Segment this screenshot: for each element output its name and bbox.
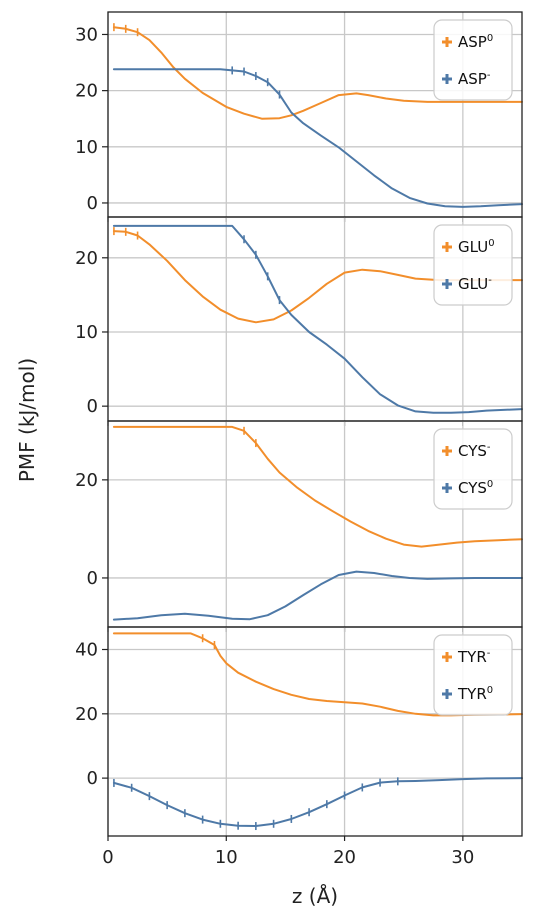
y-tick-label: 0 — [87, 193, 98, 214]
y-tick-label: 0 — [87, 768, 98, 789]
y-tick-label: 20 — [75, 470, 98, 491]
y-tick-label: 10 — [75, 137, 98, 158]
y-tick-label: 0 — [87, 568, 98, 589]
y-tick-label: 20 — [75, 248, 98, 269]
panel-4: 0 20 40 0 10 20 30 TYR-TYR0 — [75, 627, 522, 868]
legend-box — [434, 429, 512, 509]
y-tick-label: 30 — [75, 24, 98, 45]
series-line-tyr-b — [114, 778, 522, 826]
legend-box — [434, 20, 512, 100]
legend: CYS-CYS0 — [434, 429, 512, 509]
y-tick-label: 20 — [75, 704, 98, 725]
legend: TYR-TYR0 — [434, 635, 512, 715]
series-line-cys-b — [114, 572, 522, 620]
x-tick-label: 0 — [102, 847, 113, 868]
y-axis-label: PMF (kJ/mol) — [15, 358, 39, 482]
legend-box — [434, 635, 512, 715]
x-tick-label: 30 — [451, 847, 474, 868]
x-tick-label: 20 — [333, 847, 356, 868]
legend-entry: TYR- — [457, 648, 491, 666]
y-tick-label: 0 — [87, 396, 98, 417]
y-tick-label: 40 — [75, 640, 98, 661]
legend-entry: CYS- — [458, 442, 491, 460]
legend-entry: GLU- — [458, 275, 492, 293]
panel-3: 0 20 CYS-CYS0 — [75, 421, 522, 632]
legend-entry: ASP- — [458, 70, 491, 88]
x-axis-label: z (Å) — [292, 884, 338, 908]
x-tick-label: 10 — [215, 847, 238, 868]
y-tick-label: 20 — [75, 81, 98, 102]
legend-box — [434, 225, 512, 305]
y-tick-label: 10 — [75, 322, 98, 343]
